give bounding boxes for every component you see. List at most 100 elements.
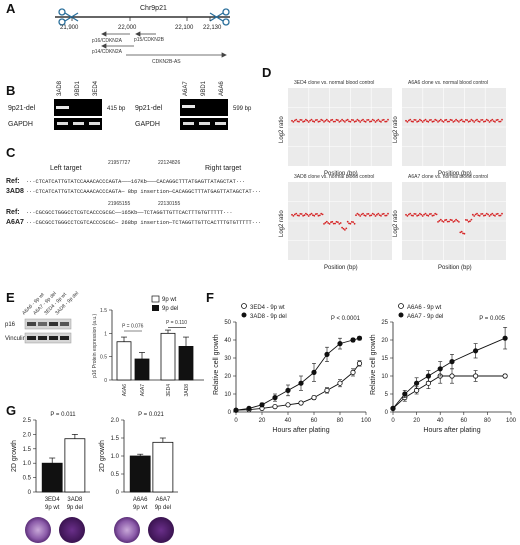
x-axis-label: Hours after plating <box>272 427 329 434</box>
cnv-point <box>344 121 346 123</box>
cnv-point <box>406 215 409 217</box>
cnv-point <box>485 212 488 215</box>
cnv-point <box>377 118 380 121</box>
legend-label: 9p del <box>162 306 178 312</box>
cnv-point <box>501 118 503 121</box>
cnv-point <box>456 119 459 122</box>
data-point <box>472 373 479 379</box>
cnv-point <box>292 121 295 123</box>
cnv-point <box>344 229 346 231</box>
cnv-point <box>487 213 489 216</box>
band-size-left: 415 bp <box>107 106 126 112</box>
plot-title: A6A6 clone vs. normal blood control <box>408 80 488 86</box>
data-point <box>246 405 252 411</box>
cnv-point <box>473 215 476 217</box>
cnv-point <box>456 219 459 222</box>
cnv-point <box>430 213 432 215</box>
cnv-point <box>424 118 427 121</box>
cnv-point <box>381 119 384 121</box>
cnv-point <box>298 120 300 123</box>
cnv-point <box>296 120 299 123</box>
cnv-point <box>348 120 350 123</box>
cnv-point <box>366 213 368 215</box>
y-tick-label: 0 <box>28 490 32 496</box>
cnv-point <box>413 213 416 215</box>
cnv-point <box>458 121 460 123</box>
cnv-point <box>384 120 387 123</box>
panel-label-b: B <box>6 83 15 98</box>
cnv-point <box>327 120 330 122</box>
cnv-point <box>317 214 320 217</box>
cnv-point <box>417 120 420 123</box>
cnv-point <box>491 118 494 121</box>
cnv-point <box>353 222 356 225</box>
cnv-point <box>295 118 298 121</box>
cnv-point <box>462 120 464 123</box>
legend-label: 9p wt <box>162 297 177 303</box>
cnv-point <box>466 119 469 121</box>
x-axis-label: Position (bp) <box>324 265 358 271</box>
cnv-point <box>371 118 374 121</box>
legend-marker-filled <box>398 312 404 318</box>
cnv-point <box>292 215 295 217</box>
cnv-point <box>495 213 498 216</box>
x-tick-label: 3ED4 <box>166 384 172 397</box>
cnv-point <box>484 214 487 217</box>
y-tick-label: 5 <box>385 392 389 398</box>
ref-label: Ref: <box>6 178 20 185</box>
y-axis-label: Log2 ratio <box>393 116 399 143</box>
x-tick-label: A6A6 <box>133 497 148 503</box>
cnv-point <box>335 118 338 121</box>
x-tick-label: 80 <box>337 418 344 424</box>
y-tick-label: 0 <box>116 490 120 496</box>
row-label-gapdh: GAPDH <box>135 121 160 128</box>
cnv-point <box>298 214 300 217</box>
cnv-point <box>469 120 471 123</box>
cnv-point <box>478 120 481 123</box>
bar <box>160 332 176 381</box>
cnv-point <box>488 121 491 123</box>
cnv-point <box>385 214 388 217</box>
cnv-point <box>420 213 423 216</box>
cnv-point <box>324 119 327 122</box>
y-tick-label: 0.5 <box>111 472 120 478</box>
cnv-point <box>366 119 368 121</box>
series-line <box>392 375 506 409</box>
cnv-point <box>299 213 302 215</box>
cnv-point <box>350 221 353 223</box>
x-tick-label: A6A7 <box>156 497 171 503</box>
cnv-point <box>477 120 480 123</box>
y-tick-label: 0 <box>104 378 107 384</box>
gene-label-p16: p16/CDKN2A <box>92 38 123 44</box>
cnv-point <box>378 214 381 217</box>
tick-22130: 22,130 <box>203 25 222 31</box>
y-tick-label: 1.5 <box>111 436 120 442</box>
cnv-point <box>367 213 370 215</box>
cnv-point <box>481 119 484 121</box>
x-tick-label: 20 <box>259 418 266 424</box>
cnv-point <box>349 222 352 225</box>
cnv-point <box>331 220 334 223</box>
cnv-point <box>439 118 442 121</box>
cnv-point <box>341 118 343 121</box>
p-value: P = 0.005 <box>479 316 505 322</box>
cnv-point <box>481 213 484 215</box>
cnv-point <box>446 220 449 223</box>
y-axis-label: p16 Protein expression (a.u.) <box>92 313 98 378</box>
tick-22000: 22,000 <box>118 25 137 31</box>
cnv-point <box>410 214 413 217</box>
y-tick-label: 1.0 <box>111 454 120 460</box>
cnv-point <box>310 212 313 215</box>
y-tick-label: 0.5 <box>100 355 107 361</box>
y-tick-label: 0 <box>385 410 389 416</box>
cnv-point <box>348 222 350 225</box>
cnv-point <box>446 120 449 123</box>
y-tick-label: 2.0 <box>111 418 120 424</box>
p-value: P = 0.110 <box>166 320 187 326</box>
clone-sequence-3ad8: ···CTCATCATTGTATCCAAACACCCAGTA— 8bp inse… <box>26 189 261 195</box>
cnv-point <box>382 118 385 121</box>
cnv-point <box>338 223 341 225</box>
group-label: 9p del <box>155 505 171 511</box>
data-point <box>350 337 356 343</box>
